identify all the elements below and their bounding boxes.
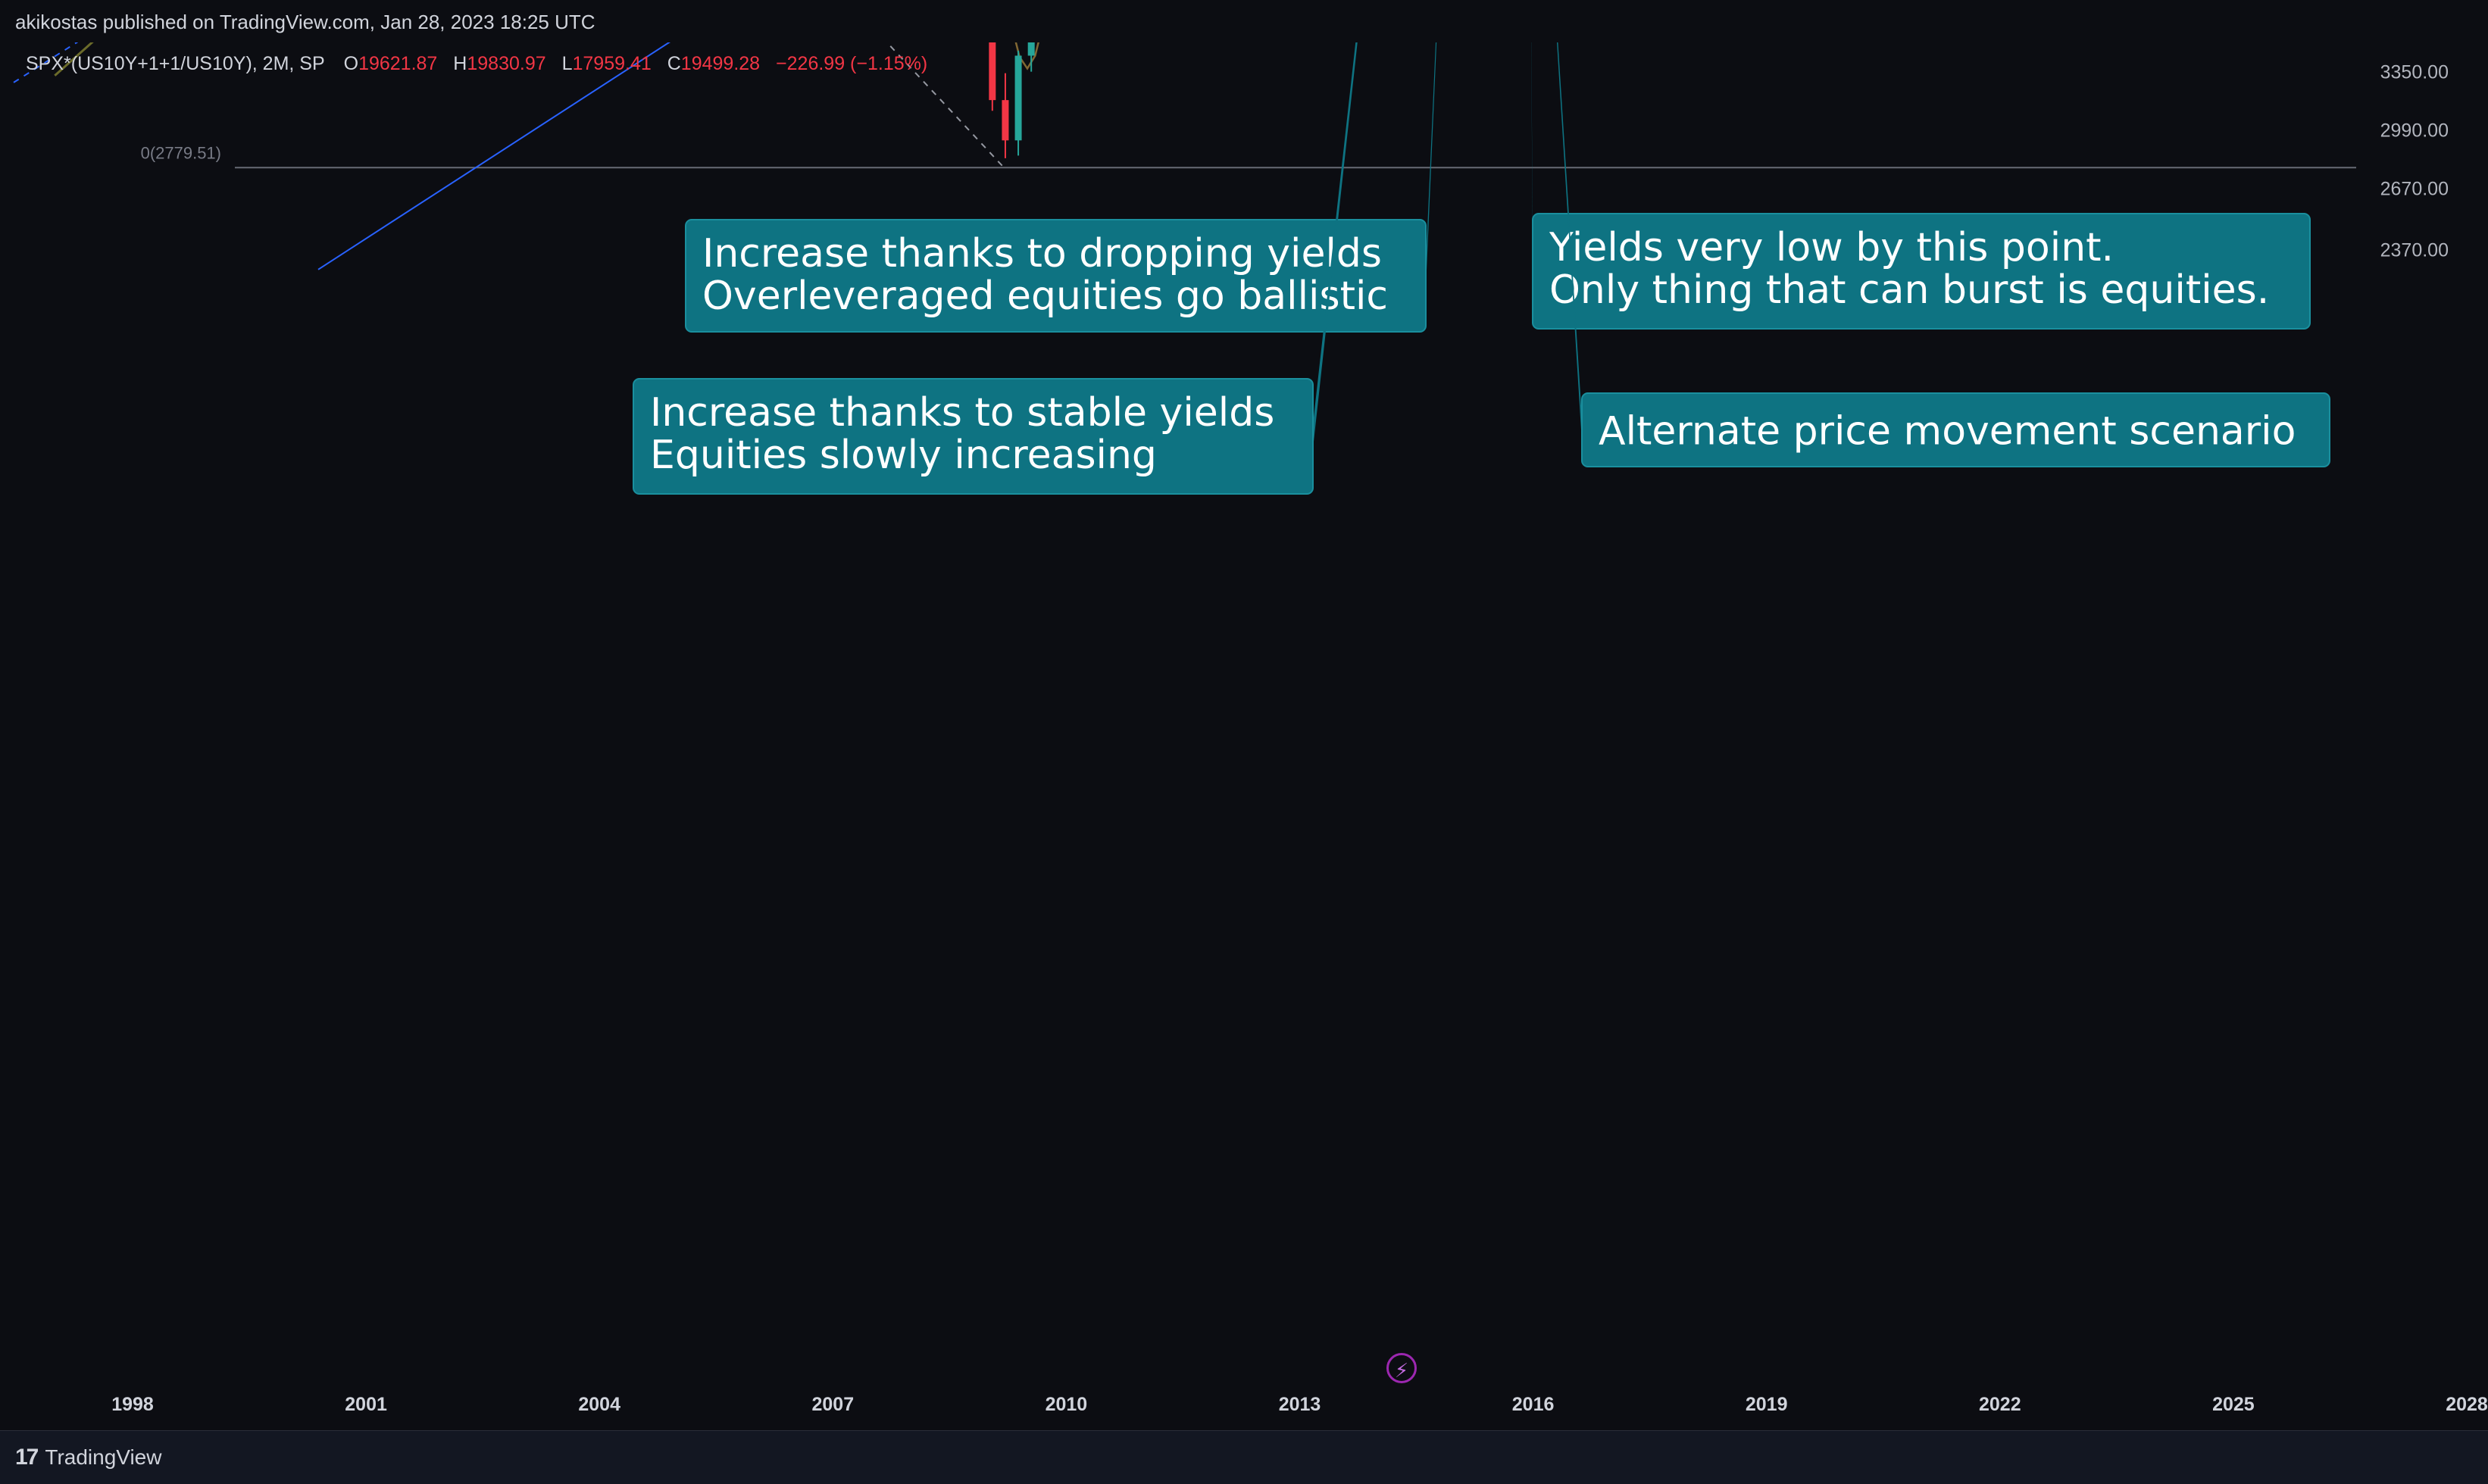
close-value: 19499.28 — [680, 53, 761, 74]
candle-body — [1002, 100, 1009, 141]
channel-lower-line — [317, 42, 671, 270]
callout-box — [1581, 392, 2330, 467]
candlesticks — [989, 42, 1035, 158]
candle-body — [1014, 55, 1022, 141]
callout-box — [1532, 213, 2311, 330]
callout: Increase thanks to stable yieldsEquities… — [633, 42, 1358, 495]
lightning-icon[interactable]: ⚡ — [1386, 1353, 1417, 1383]
callout: Increase thanks to dropping yieldsOverle… — [685, 42, 1437, 333]
time-tick-label: 1998 — [111, 1394, 154, 1415]
callout-pointer — [1426, 42, 1437, 288]
open-label: O — [343, 53, 359, 74]
callout: Alternate price movement scenario — [1556, 42, 2330, 467]
time-tick-label: 2004 — [578, 1394, 620, 1415]
footer-bar: 17 TradingView — [0, 1430, 2488, 1484]
time-tick-label: 2025 — [2212, 1394, 2255, 1415]
symbol-name[interactable]: SPX*(US10Y+1+1/US10Y), 2M, SP — [26, 53, 325, 74]
high-label: H — [453, 53, 467, 74]
open-value: 19621.87 — [358, 53, 438, 74]
callout-text: Increase thanks to dropping yields — [702, 231, 1382, 276]
candle-body — [989, 42, 996, 101]
callout-text: Equities slowly increasing — [650, 433, 1157, 478]
top-bar: akikostas published on TradingView.com, … — [0, 0, 2488, 42]
price-tick-label: 2670.00 — [2380, 179, 2449, 200]
callout-pointer — [1556, 42, 1582, 442]
price-tick-label: 2370.00 — [2380, 240, 2449, 261]
callouts: Increase thanks to dropping yieldsOverle… — [633, 42, 2330, 495]
regression-channel — [13, 42, 1005, 270]
price-axis-bg — [2356, 42, 2488, 1430]
brand-name: TradingView — [45, 1445, 162, 1469]
time-tick-label: 2016 — [1512, 1394, 1555, 1415]
time-axis: 1998 2001 2004 2007 2010 2013 2016 2019 2022 2025… — [111, 1394, 2488, 1415]
callout-text: Only thing that can burst is equities. — [1549, 267, 2269, 313]
high-value: 19830.97 — [467, 53, 546, 74]
callout-text: Yields very low by this point. — [1549, 225, 2114, 270]
time-tick-label: 2019 — [1746, 1394, 1788, 1415]
tv-logo-icon: 17 — [15, 1445, 39, 1470]
chart-canvas[interactable]: 2(47976.09)1.618(27844.99)1.414(20824.15… — [0, 42, 2488, 1430]
callout-box — [685, 219, 1427, 333]
time-tick-label: 2013 — [1279, 1394, 1321, 1415]
time-tick-label: 2001 — [345, 1394, 387, 1415]
publish-info: akikostas published on TradingView.com, … — [15, 11, 595, 33]
callout-box — [633, 378, 1314, 495]
symbol-legend: SPX*(US10Y+1+1/US10Y), 2M, SP O19621.87 … — [26, 53, 938, 75]
price-tick-label: 3350.00 — [2380, 62, 2449, 83]
time-tick-label: 2010 — [1046, 1394, 1088, 1415]
tradingview-logo[interactable]: 17 TradingView — [15, 1445, 161, 1470]
callout: Yields very low by this point.Only thing… — [1531, 42, 2311, 330]
price-tick-label: 2990.00 — [2380, 120, 2449, 142]
callout-text: Alternate price movement scenario — [1599, 409, 2296, 455]
time-tick-label: 2007 — [811, 1394, 854, 1415]
low-value: 17959.41 — [572, 53, 652, 74]
time-tick-label: 2028 — [2446, 1394, 2488, 1415]
candle-body — [1027, 42, 1035, 56]
price-axis: 3350.00 2990.00 2670.00 2370.00 — [2356, 42, 2488, 1430]
callout-pointer — [1531, 42, 1533, 283]
fibonacci-levels: 2(47976.09)1.618(27844.99)1.414(20824.15… — [141, 143, 2356, 169]
low-label: L — [561, 53, 573, 74]
fib-label: 0(2779.51) — [141, 143, 221, 162]
callout-text: Increase thanks to stable yields — [650, 390, 1274, 436]
callout-pointer — [1313, 42, 1358, 448]
change-value: −226.99 (−1.15%) — [776, 53, 928, 74]
callout-text: Overleveraged equities go ballistic — [702, 273, 1388, 319]
time-tick-label: 2022 — [1979, 1394, 2021, 1415]
close-label: C — [667, 53, 681, 74]
